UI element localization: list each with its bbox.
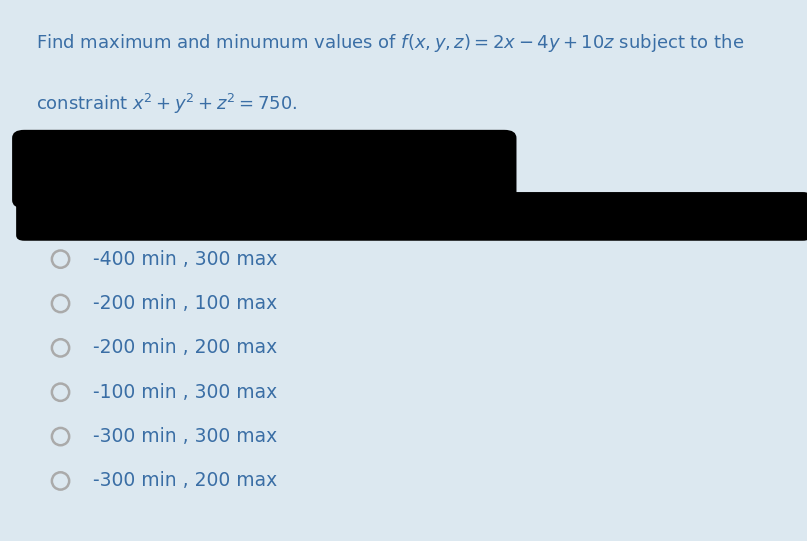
Text: Find maximum and minumum values of $f(x, y, z) = 2x - 4y + 10z$ subject to the: Find maximum and minumum values of $f(x,… [36,32,745,55]
Text: -200 min , 100 max: -200 min , 100 max [93,294,277,313]
FancyBboxPatch shape [12,130,516,208]
Text: -200 min , 200 max: -200 min , 200 max [93,338,277,358]
Text: -300 min , 200 max: -300 min , 200 max [93,471,277,491]
Text: -200 min , 300 max: -200 min , 300 max [93,161,277,180]
Text: constraint $x^2 + y^2 + z^2 = 750$.: constraint $x^2 + y^2 + z^2 = 750$. [36,92,298,116]
Text: -100 min , 100 max: -100 min , 100 max [93,205,277,225]
FancyBboxPatch shape [16,192,807,241]
Text: -300 min , 300 max: -300 min , 300 max [93,427,277,446]
Text: -100 min , 300 max: -100 min , 300 max [93,382,277,402]
Text: -400 min , 300 max: -400 min , 300 max [93,249,277,269]
